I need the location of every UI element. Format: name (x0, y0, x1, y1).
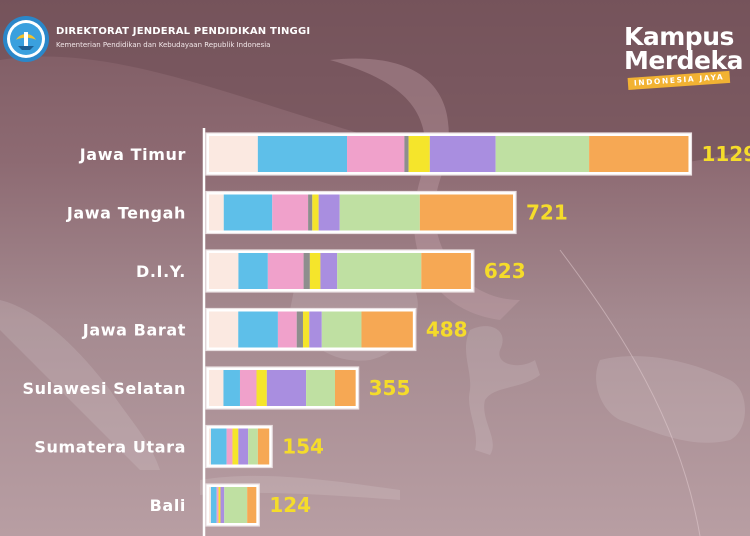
bar-segment-bali-3 (216, 487, 219, 523)
bar-segment-jawa-barat-1 (209, 311, 239, 348)
bar-segment-sulawesi-selatan-1 (209, 370, 224, 406)
map-island-papua (596, 356, 745, 443)
bar-segment-jawa-tengah-2 (223, 194, 273, 231)
category-label-jawa-timur: Jawa Timur (79, 145, 186, 164)
bar-segment-jawa-timur-8 (589, 136, 689, 172)
bar-segment-d-i-y-7 (337, 253, 422, 289)
bar-segment-sulawesi-selatan-8 (334, 370, 356, 406)
campaign-line2: Merdeka (624, 46, 744, 75)
bar-segment-jawa-tengah-3 (272, 194, 309, 231)
bar-segment-sumatera-utara-8 (257, 428, 270, 465)
bar-segment-jawa-barat-4 (296, 311, 303, 348)
org-subtitle: Kementerian Pendidikan dan Kebudayaan Re… (56, 41, 271, 49)
background-swoosh (0, 0, 750, 171)
bar-segment-bali-1 (209, 487, 211, 523)
bar-segment-sulawesi-selatan-5 (256, 370, 267, 406)
value-label-sumatera-utara: 154 (282, 435, 324, 459)
bar-segment-jawa-tengah-6 (318, 194, 340, 231)
bar-segment-bali-6 (220, 487, 225, 523)
bar-row-jawa-tengah: Jawa Tengah 721 (66, 190, 568, 235)
bar-segment-d-i-y-4 (303, 253, 310, 289)
bar-segment-jawa-timur-5 (408, 136, 430, 172)
bar-segment-jawa-tengah-7 (339, 194, 420, 231)
value-label-jawa-barat: 488 (426, 318, 468, 342)
bar-segment-d-i-y-6 (320, 253, 338, 289)
category-label-bali: Bali (150, 496, 186, 515)
value-label-jawa-timur: 1129 (701, 142, 750, 166)
bar-segment-d-i-y-1 (209, 253, 239, 289)
bar-segment-sumatera-utara-3 (226, 428, 233, 465)
bar-segment-sumatera-utara-2 (210, 428, 227, 465)
bar-row-sumatera-utara: Sumatera Utara 154 (34, 424, 324, 469)
bar-segment-sulawesi-selatan-6 (266, 370, 307, 406)
map-island-sumatra (0, 300, 160, 470)
bar-segment-sumatera-utara-7 (248, 428, 258, 465)
bar-rows: Jawa Timur 1129 Jawa Tengah 721 D.I.Y. 623 Jaw… (23, 132, 750, 527)
bar-segment-d-i-y-2 (238, 253, 268, 289)
value-label-bali: 124 (269, 493, 311, 517)
bar-row-sulawesi-selatan: Sulawesi Selatan 355 (23, 366, 411, 410)
background-swoosh-light (330, 58, 520, 320)
campaign-line1: Kampus (624, 22, 734, 51)
bar-segment-jawa-barat-5 (302, 311, 310, 348)
value-label-d-i-y: 623 (484, 259, 526, 283)
value-label-jawa-tengah: 721 (526, 201, 568, 225)
bar-segment-jawa-tengah-5 (312, 194, 319, 231)
bar-segment-jawa-timur-7 (495, 136, 590, 172)
bar-segment-bali-7 (224, 487, 248, 523)
value-label-sulawesi-selatan: 355 (369, 376, 411, 400)
bar-segment-sumatera-utara-5 (232, 428, 239, 465)
bar-segment-bali-2 (210, 487, 217, 523)
bar-segment-sulawesi-selatan-7 (306, 370, 335, 406)
bar-segment-sumatera-utara-6 (238, 428, 249, 465)
bar-segment-jawa-tengah-4 (308, 194, 313, 231)
bar-segment-d-i-y-3 (267, 253, 304, 289)
bar-segment-jawa-timur-3 (347, 136, 405, 172)
bar-segment-jawa-timur-6 (429, 136, 496, 172)
bar-row-bali: Bali 124 (150, 483, 311, 527)
bar-segment-d-i-y-8 (421, 253, 471, 289)
category-label-d-i-y: D.I.Y. (136, 262, 186, 281)
bar-segment-sulawesi-selatan-2 (223, 370, 240, 406)
category-label-sulawesi-selatan: Sulawesi Selatan (23, 379, 187, 398)
category-label-jawa-barat: Jawa Barat (82, 321, 186, 340)
bar-segment-jawa-tengah-1 (209, 194, 224, 231)
bar-segment-jawa-barat-3 (277, 311, 297, 348)
category-label-jawa-tengah: Jawa Tengah (66, 204, 186, 223)
bar-segment-bali-5 (218, 487, 221, 523)
bar-segment-jawa-barat-2 (238, 311, 278, 348)
category-label-sumatera-utara: Sumatera Utara (34, 438, 186, 457)
bar-segment-jawa-tengah-8 (419, 194, 514, 231)
bar-segment-jawa-timur-2 (257, 136, 348, 172)
bar-segment-bali-8 (247, 487, 257, 523)
bar-segment-sulawesi-selatan-3 (239, 370, 257, 406)
map-orbit-line (559, 249, 701, 536)
map-island-sulawesi (465, 326, 540, 455)
bar-segment-jawa-barat-7 (321, 311, 362, 348)
bar-segment-jawa-timur-1 (209, 136, 258, 172)
tut-wuri-handayani-logo-icon (3, 16, 49, 62)
bar-segment-jawa-barat-8 (361, 311, 413, 348)
bar-row-jawa-barat: Jawa Barat 488 (82, 307, 468, 352)
bar-row-d-i-y: D.I.Y. 623 (136, 249, 526, 293)
bar-segment-d-i-y-5 (309, 253, 321, 289)
bar-segment-jawa-timur-4 (404, 136, 409, 172)
bar-row-jawa-timur: Jawa Timur 1129 (79, 132, 750, 176)
kampus-merdeka-logo: Kampus Merdeka INDONESIA JAYA (624, 24, 750, 94)
header: DIREKTORAT JENDERAL PENDIDIKAN TINGGI Ke… (0, 0, 750, 90)
bar-segment-sumatera-utara-1 (209, 428, 211, 465)
org-title: DIREKTORAT JENDERAL PENDIDIKAN TINGGI (56, 26, 311, 37)
map-island-java (200, 475, 400, 500)
bar-segment-jawa-barat-6 (309, 311, 322, 348)
